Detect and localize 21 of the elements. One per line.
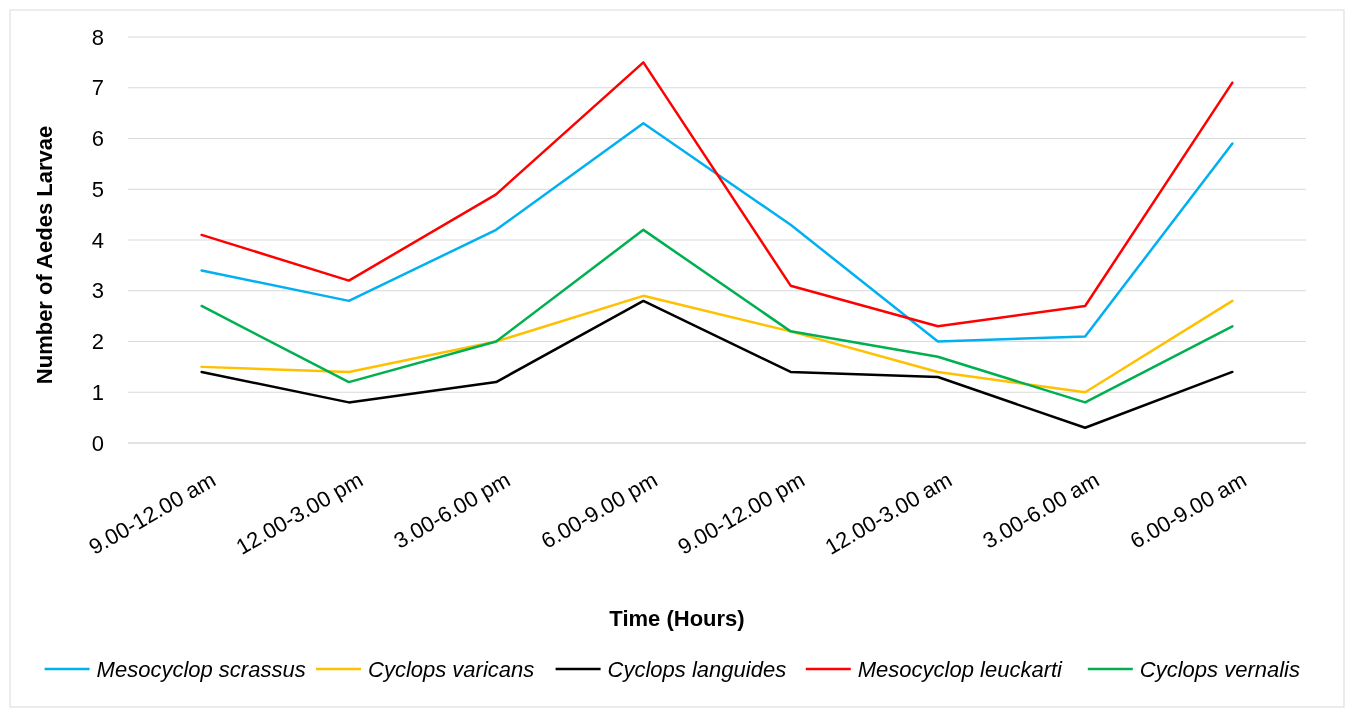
y-tick-label: 2 (91, 329, 104, 355)
legend-label: Cyclops languides (607, 656, 787, 682)
y-tick-label: 4 (91, 227, 104, 253)
y-tick-label: 5 (91, 176, 104, 202)
y-tick-label: 6 (91, 126, 104, 152)
legend-label: Mesocyclop leuckarti (857, 656, 1064, 682)
legend-label: Mesocyclop scrassus (96, 656, 306, 682)
y-tick-label: 8 (91, 24, 104, 50)
legend-label: Cyclops vernalis (1139, 656, 1300, 682)
line-series (200, 61, 1234, 328)
line-series (200, 299, 1234, 430)
y-tick-label: 7 (91, 75, 104, 101)
x-axis-title: Time (Hours) (609, 606, 745, 631)
line-series (200, 228, 1234, 404)
y-tick-label: 3 (91, 278, 104, 304)
y-tick-label: 1 (91, 379, 104, 405)
y-axis-title: Number of Aedes Larvae (32, 125, 57, 385)
legend-label: Cyclops varicans (368, 656, 535, 682)
line-series (200, 294, 1234, 394)
line-series (200, 122, 1234, 343)
y-tick-label: 0 (91, 430, 104, 456)
